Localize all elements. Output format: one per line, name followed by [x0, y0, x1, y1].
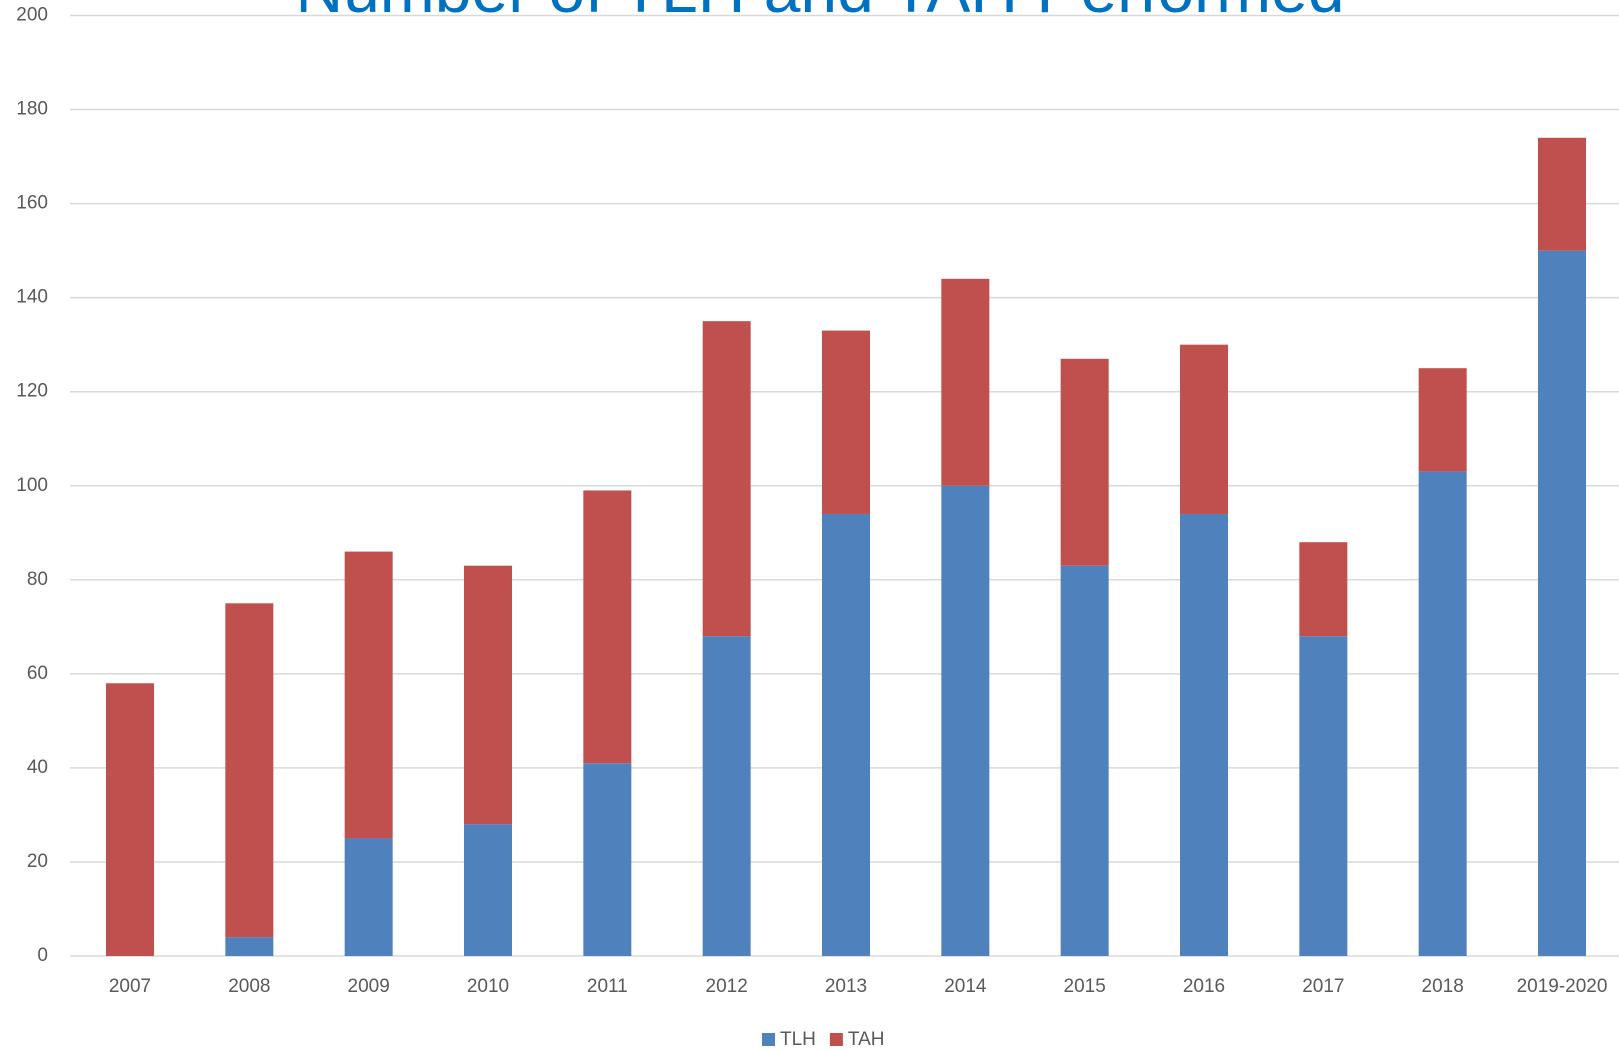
bar-segment: [464, 824, 512, 956]
bar-segment: [464, 565, 512, 825]
y-tick-label: 140: [16, 287, 48, 308]
bar-segment: [583, 763, 632, 956]
y-tick-label: 0: [37, 945, 48, 966]
legend-swatch: [762, 1033, 775, 1046]
y-tick-label: 20: [27, 851, 48, 872]
bar-segment: [225, 937, 274, 956]
legend-label: TLH: [780, 1029, 816, 1050]
y-tick-label: 120: [16, 381, 48, 402]
x-tick-label: 2009: [348, 976, 390, 997]
bar-segment: [1418, 368, 1467, 472]
bar-segment: [941, 485, 990, 956]
bar-segment: [344, 551, 393, 839]
x-tick-label: 2010: [467, 976, 509, 997]
y-tick-label: 40: [27, 757, 48, 778]
bar-segment: [1060, 358, 1109, 566]
bar-segment: [225, 603, 274, 938]
bar-segment: [583, 490, 632, 764]
x-tick-label: 2007: [109, 976, 151, 997]
x-tick-label: 2015: [1064, 976, 1106, 997]
bar-segment: [1418, 471, 1467, 956]
x-tick-label: 2016: [1183, 976, 1225, 997]
bar-segment: [106, 683, 154, 956]
x-tick-label: 2008: [228, 976, 270, 997]
bar-segment: [941, 278, 990, 486]
x-tick-label: 2018: [1422, 976, 1464, 997]
x-tick-label: 2014: [944, 976, 987, 997]
y-tick-label: 80: [27, 569, 48, 590]
y-tick-label: 200: [16, 5, 48, 26]
bar-segment: [1180, 344, 1228, 514]
bar-segment: [1299, 636, 1348, 956]
y-tick-label: 180: [16, 99, 48, 120]
bar-segment: [1538, 137, 1586, 251]
bar-segment: [822, 513, 870, 956]
x-tick-label: 2019-2020: [1517, 976, 1608, 997]
bar-segment: [1060, 565, 1109, 956]
legend-swatch: [829, 1033, 843, 1046]
bar-segment: [344, 838, 393, 956]
bar-segment: [822, 330, 870, 514]
bar-segment: [1180, 513, 1228, 956]
bar-segment: [702, 636, 751, 956]
x-tick-label: 2013: [825, 976, 867, 997]
x-tick-label: 2011: [587, 976, 628, 997]
chart-title: Number of TLH and TAH Performed: [295, 0, 1344, 26]
legend-label: TAH: [848, 1029, 885, 1050]
bar-segment: [1538, 250, 1586, 956]
x-tick-label: 2017: [1302, 976, 1344, 997]
bar-segment: [702, 321, 751, 637]
bar-segment: [1299, 542, 1348, 637]
x-tick-label: 2012: [706, 976, 748, 997]
y-tick-label: 100: [16, 475, 48, 496]
y-tick-label: 160: [16, 193, 48, 214]
y-tick-label: 60: [27, 663, 48, 684]
